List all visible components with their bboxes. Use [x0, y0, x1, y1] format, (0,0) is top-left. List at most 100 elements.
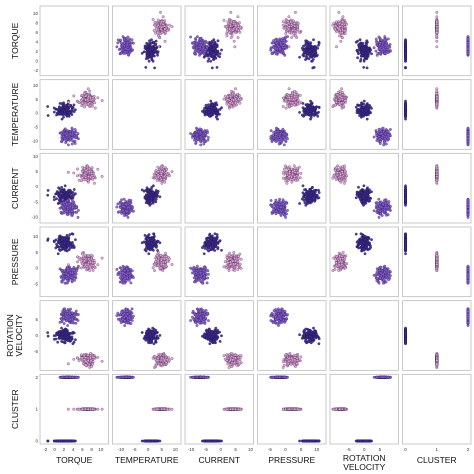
data-point — [194, 141, 198, 144]
data-point — [288, 104, 291, 108]
data-point — [165, 29, 169, 32]
data-point — [209, 54, 213, 58]
data-point — [76, 167, 79, 171]
data-point — [220, 48, 223, 52]
data-point — [308, 197, 311, 200]
data-point — [46, 193, 50, 197]
data-point — [291, 173, 294, 176]
data-point — [315, 54, 319, 58]
data-point — [282, 170, 285, 174]
data-point — [382, 143, 386, 147]
data-point — [270, 138, 274, 142]
data-point — [293, 95, 297, 98]
data-point — [206, 41, 209, 45]
data-point — [312, 114, 316, 117]
data-point — [365, 66, 369, 70]
data-point — [365, 117, 369, 121]
data-point — [307, 106, 310, 110]
data-point — [158, 195, 162, 199]
data-point — [212, 43, 216, 47]
data-point — [194, 48, 198, 51]
data-point — [126, 41, 129, 45]
data-point — [466, 37, 470, 41]
data-point — [66, 129, 69, 132]
data-point — [235, 27, 239, 31]
data-point — [46, 189, 50, 192]
data-point — [212, 111, 216, 115]
data-point — [386, 37, 390, 41]
subplot-0-0 — [39, 5, 109, 77]
data-point — [287, 15, 291, 19]
data-point — [52, 106, 56, 110]
data-point — [308, 199, 312, 203]
data-point — [301, 106, 305, 110]
data-point — [84, 176, 88, 179]
data-point — [215, 43, 219, 46]
data-point — [222, 97, 226, 101]
data-point — [126, 35, 130, 39]
data-point — [65, 107, 69, 110]
data-point — [153, 66, 156, 70]
data-point — [126, 52, 130, 56]
data-point — [76, 132, 80, 135]
data-point — [156, 53, 159, 57]
data-point — [283, 139, 287, 142]
data-point — [160, 181, 164, 185]
data-point — [155, 25, 159, 29]
data-point — [302, 54, 306, 58]
data-point — [311, 52, 314, 56]
data-point — [63, 127, 67, 131]
data-point — [203, 43, 206, 47]
data-point — [72, 94, 76, 98]
data-point — [202, 142, 206, 146]
data-point — [435, 15, 439, 19]
data-point — [306, 51, 309, 55]
data-point — [71, 193, 74, 197]
data-point — [271, 134, 275, 137]
data-point — [287, 175, 291, 178]
data-point — [62, 113, 65, 116]
data-point — [163, 180, 167, 184]
data-point — [151, 191, 155, 194]
data-point — [333, 27, 337, 31]
data-point — [76, 174, 79, 178]
data-point — [301, 184, 305, 188]
data-point — [202, 47, 205, 51]
subplot-frame — [184, 152, 254, 224]
data-point — [144, 66, 148, 69]
data-point — [294, 34, 298, 38]
data-point — [291, 19, 295, 23]
data-point — [77, 101, 81, 104]
data-point — [228, 101, 232, 105]
data-point — [58, 105, 61, 109]
data-point — [159, 11, 162, 14]
data-point — [435, 95, 439, 98]
data-point — [76, 216, 80, 219]
data-point — [305, 56, 309, 60]
data-point — [209, 59, 213, 63]
data-point — [202, 52, 206, 56]
data-point — [128, 51, 132, 54]
data-point — [147, 55, 151, 59]
data-point — [140, 51, 144, 55]
data-point — [295, 167, 299, 170]
data-point — [210, 103, 214, 107]
data-point — [290, 36, 294, 39]
data-point — [69, 205, 72, 208]
data-point — [65, 114, 69, 118]
data-point — [316, 114, 320, 118]
data-point — [333, 103, 337, 107]
subplot-frame — [257, 5, 327, 77]
data-point — [145, 50, 149, 54]
data-point — [362, 66, 366, 69]
data-point — [312, 66, 316, 69]
data-point — [309, 41, 313, 45]
data-point — [64, 141, 68, 144]
data-point — [298, 55, 301, 59]
data-point — [64, 200, 67, 204]
data-point — [62, 206, 65, 210]
data-point — [68, 201, 72, 205]
data-point — [115, 205, 119, 209]
data-point — [81, 101, 84, 105]
